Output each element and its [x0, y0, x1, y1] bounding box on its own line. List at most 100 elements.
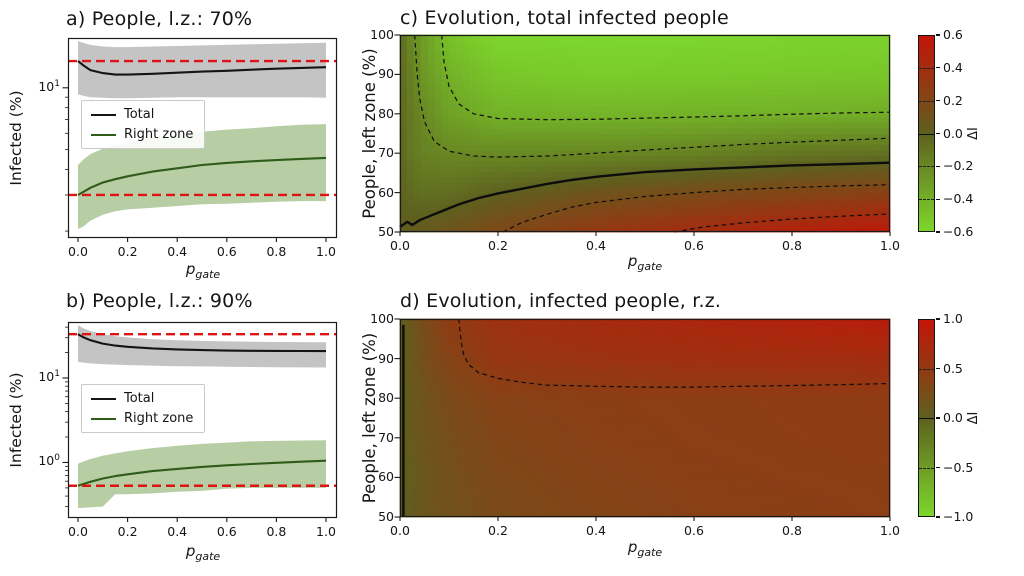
legend-line-sample-total [91, 113, 116, 116]
legend-label-right-zone: Right zone [124, 127, 194, 142]
xlabel-base: p [185, 542, 196, 560]
panel-b-ylabel: Infected (%) [7, 372, 25, 468]
legend-line-sample-right-zone [91, 417, 116, 420]
tick-label: 0.5 [943, 360, 963, 376]
tick-label: 70 [378, 429, 394, 445]
tick-label: 1.0 [880, 523, 900, 538]
tick-label: −1.0 [943, 509, 974, 524]
tick-label: 90 [378, 350, 394, 366]
legend-label-total: Total [124, 107, 155, 122]
colorbar-c [918, 35, 935, 232]
tick-label: −0.4 [943, 191, 974, 207]
tick-label: 0.4 [167, 524, 188, 539]
tick-label: 60 [378, 469, 394, 485]
legend-item-total: Total [91, 392, 193, 405]
colorbar-contour-marker [919, 100, 934, 102]
tick-label: 0.2 [117, 244, 138, 259]
colorbar-tick-mark [936, 367, 940, 370]
xlabel-sub: gate [637, 546, 663, 559]
tick-label: 0.2 [117, 524, 138, 539]
colorbar-contour-marker [919, 166, 934, 168]
colorbar-tick-mark [936, 417, 940, 419]
panel-b-xlabel: pgate [186, 542, 220, 563]
panel-a-ylabel: Infected (%) [7, 90, 25, 186]
tick-label: 1.0 [880, 238, 900, 253]
panel-c-xlabel: pgate [628, 252, 662, 273]
panel-a-xlabel: pgate [186, 260, 220, 281]
tick-label: 0.0 [943, 410, 963, 425]
legend-item-right-zone: Right zone [91, 128, 193, 141]
tick-label: 80 [378, 105, 394, 121]
tick-label: 0.0 [943, 125, 963, 141]
tick-label: 50 [378, 224, 394, 239]
panel-a-title: a) People, l.z.: 70% [66, 8, 253, 30]
tick-label: 0.0 [68, 524, 88, 539]
xlabel-sub: gate [195, 550, 221, 563]
colorbar-contour-marker [919, 467, 934, 469]
tick-label: 70 [378, 145, 394, 161]
colorbar-contour-marker [919, 199, 934, 201]
tick-label: 0.2 [488, 523, 508, 538]
colorbar-contour-marker [919, 418, 934, 419]
panel-b-legend: Total Right zone [81, 384, 206, 433]
xlabel-base: p [627, 538, 638, 556]
colorbar-tick-mark [936, 516, 940, 518]
tick-label: 100 [370, 27, 394, 42]
panel-b-title: b) People, l.z.: 90% [66, 290, 253, 312]
tick-label: 101 [38, 78, 60, 94]
colorbar-tick-mark [936, 466, 940, 469]
colorbar-c-gradient [919, 36, 934, 231]
tick-label: 0.6 [216, 524, 237, 539]
panel-a-plot [62, 37, 338, 242]
tick-label: 100 [370, 311, 394, 326]
panel-d-heatmap [394, 318, 891, 521]
tick-label: 0.6 [216, 244, 237, 259]
tick-label: 50 [378, 509, 394, 524]
tick-label: 0.6 [684, 523, 704, 538]
tick-label: −0.6 [943, 224, 974, 239]
tick-label: 80 [378, 390, 394, 406]
xlabel-base: p [185, 260, 196, 278]
colorbar-tick-mark [936, 67, 940, 69]
legend-item-total: Total [91, 108, 193, 121]
tick-label: 60 [378, 184, 394, 200]
legend-label-right-zone: Right zone [124, 411, 194, 426]
legend-line-sample-total [91, 397, 116, 400]
legend-line-sample-right-zone [91, 133, 116, 136]
colorbar-tick-mark [936, 318, 940, 320]
colorbar-tick-mark [936, 132, 940, 135]
tick-label: 0.4 [586, 523, 606, 538]
colorbar-c-label: ΔI [966, 127, 981, 140]
panel-c-ylabel: People, left zone (%) [360, 48, 379, 219]
tick-label: 1.0 [316, 524, 336, 539]
panel-b-plot [62, 321, 338, 522]
panel-d-ylabel: People, left zone (%) [360, 332, 379, 504]
tick-label: 0.4 [167, 244, 188, 259]
xlabel-sub: gate [637, 260, 663, 273]
panel-d-title: d) Evolution, infected people, r.z. [400, 290, 722, 312]
panel-d-xlabel: pgate [628, 538, 662, 559]
colorbar-tick-mark [936, 100, 940, 102]
colorbar-tick-mark [936, 34, 940, 36]
tick-label: 0.4 [943, 59, 963, 75]
tick-label: 0.0 [390, 523, 410, 538]
colorbar-contour-marker [919, 67, 934, 69]
tick-label: 0.0 [68, 244, 88, 259]
xlabel-sub: gate [195, 268, 221, 281]
tick-label: −0.2 [943, 158, 974, 174]
tick-label: 0.8 [782, 238, 802, 253]
colorbar-contour-marker [919, 133, 934, 135]
tick-label: 1.0 [316, 244, 336, 259]
legend-label-total: Total [124, 391, 155, 406]
tick-label: 100 [38, 453, 60, 469]
tick-label: 0.8 [266, 244, 287, 259]
colorbar-d-label: ΔI [966, 411, 981, 425]
tick-label: 0.6 [684, 238, 704, 253]
panel-c-heatmap [394, 34, 891, 236]
colorbar-tick-mark [936, 198, 940, 200]
